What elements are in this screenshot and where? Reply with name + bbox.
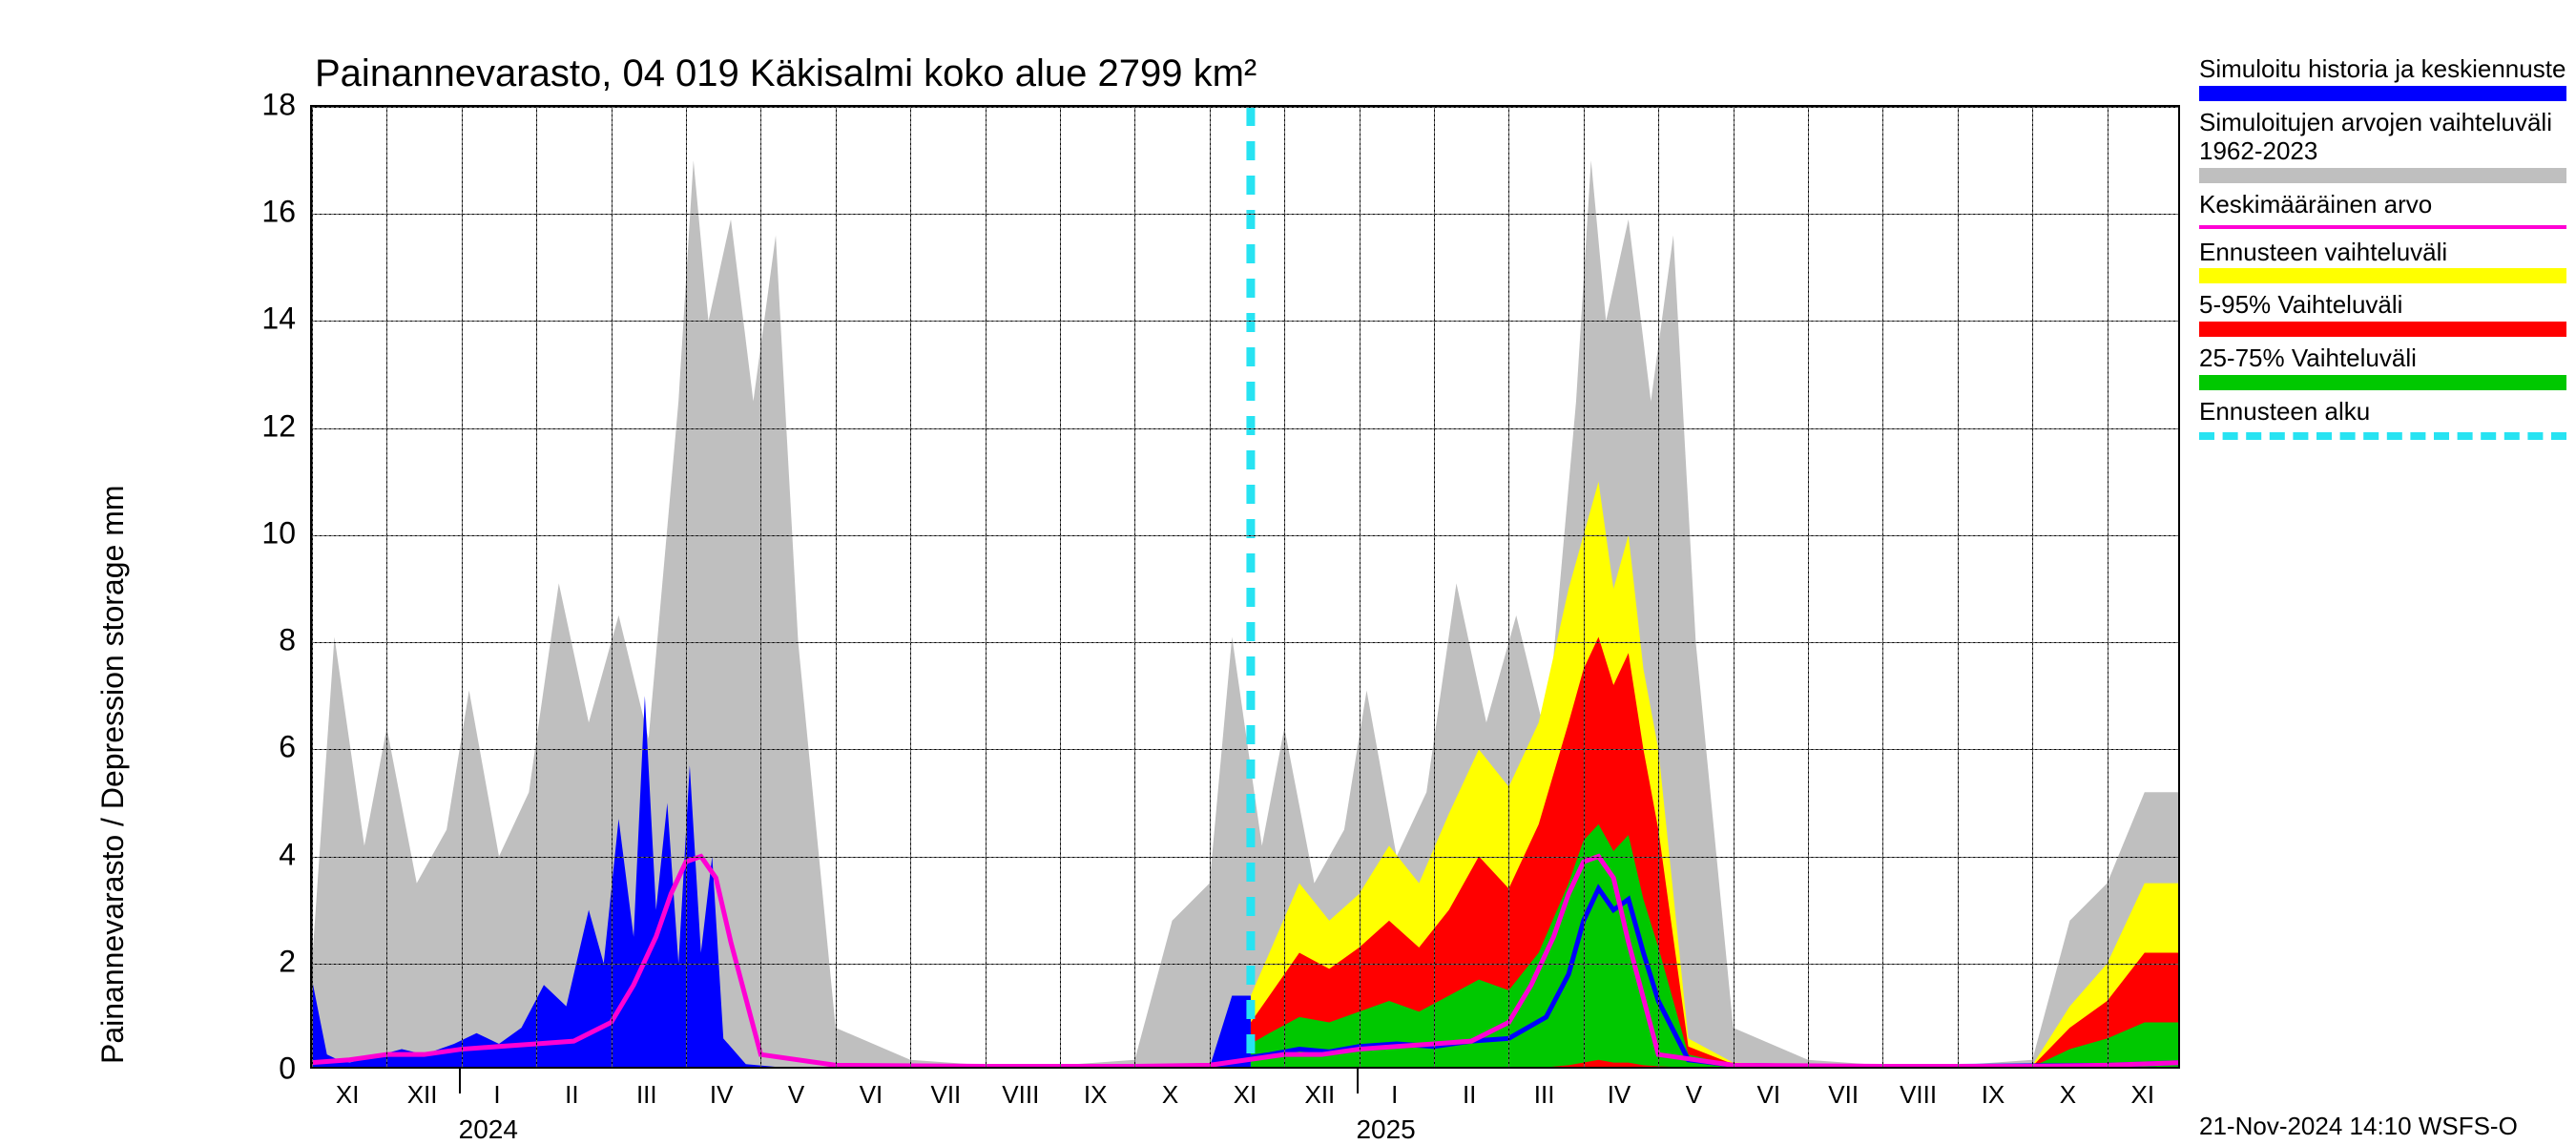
x-tick-label: V: [1686, 1080, 1702, 1110]
legend-swatch: [2199, 432, 2566, 440]
y-tick-label: 4: [243, 837, 296, 872]
x-tick-label: XI: [1234, 1080, 1257, 1110]
chart-stage: Painannevarasto, 04 019 Käkisalmi koko a…: [0, 0, 2576, 1145]
year-tick: [1357, 1069, 1359, 1093]
x-tick-label: VIII: [1900, 1080, 1937, 1110]
legend-item: 25-75% Vaihteluväli: [2199, 344, 2566, 390]
y-tick-label: 8: [243, 623, 296, 658]
y-tick-label: 0: [243, 1051, 296, 1087]
x-tick-label: XII: [1304, 1080, 1335, 1110]
year-label: 2024: [459, 1114, 518, 1145]
x-tick-label: III: [636, 1080, 657, 1110]
legend-item: Keskimääräinen arvo: [2199, 191, 2566, 229]
x-tick-label: IV: [710, 1080, 734, 1110]
chart-title: Painannevarasto, 04 019 Käkisalmi koko a…: [315, 52, 1257, 95]
year-tick: [459, 1069, 461, 1093]
legend-swatch: [2199, 168, 2566, 183]
legend-item: Ennusteen vaihteluväli: [2199, 239, 2566, 284]
legend-label: Simuloitujen arvojen vaihteluväli 1962-2…: [2199, 109, 2566, 166]
legend-item: Ennusteen alku: [2199, 398, 2566, 440]
plot-area: [310, 105, 2180, 1069]
timestamp-label: 21-Nov-2024 14:10 WSFS-O: [2199, 1112, 2518, 1141]
legend-swatch: [2199, 86, 2566, 101]
x-tick-label: VI: [860, 1080, 883, 1110]
x-tick-label: VI: [1757, 1080, 1781, 1110]
x-tick-label: II: [1463, 1080, 1476, 1110]
y-tick-label: 18: [243, 88, 296, 123]
legend-label: 5-95% Vaihteluväli: [2199, 291, 2566, 320]
y-tick-label: 6: [243, 730, 296, 765]
legend-label: Ennusteen vaihteluväli: [2199, 239, 2566, 267]
y-tick-label: 16: [243, 195, 296, 230]
x-tick-label: I: [1391, 1080, 1398, 1110]
legend-swatch: [2199, 268, 2566, 283]
y-tick-label: 12: [243, 408, 296, 444]
y-tick-label: 2: [243, 944, 296, 979]
legend-item: 5-95% Vaihteluväli: [2199, 291, 2566, 337]
y-tick-label: 10: [243, 515, 296, 551]
x-tick-label: II: [565, 1080, 578, 1110]
chart-svg: [312, 107, 2180, 1069]
legend-swatch: [2199, 322, 2566, 337]
legend-label: Keskimääräinen arvo: [2199, 191, 2566, 219]
legend-label: Ennusteen alku: [2199, 398, 2566, 427]
x-tick-label: IX: [1084, 1080, 1108, 1110]
x-tick-label: IV: [1608, 1080, 1631, 1110]
x-tick-label: X: [2060, 1080, 2076, 1110]
legend-label: 25-75% Vaihteluväli: [2199, 344, 2566, 373]
x-tick-label: VIII: [1002, 1080, 1039, 1110]
x-tick-label: I: [493, 1080, 500, 1110]
legend-label: Simuloitu historia ja keskiennuste: [2199, 55, 2566, 84]
legend-swatch: [2199, 225, 2566, 229]
x-tick-label: IX: [1982, 1080, 2005, 1110]
x-tick-label: XI: [2131, 1080, 2155, 1110]
legend-item: Simuloitu historia ja keskiennuste: [2199, 55, 2566, 101]
x-tick-label: VII: [930, 1080, 961, 1110]
legend: Simuloitu historia ja keskiennuste Simulo…: [2199, 55, 2566, 449]
y-tick-label: 14: [243, 302, 296, 337]
y-axis-label: Painannevarasto / Depression storage mm: [95, 485, 131, 1064]
x-tick-label: VII: [1828, 1080, 1859, 1110]
x-tick-label: X: [1162, 1080, 1178, 1110]
year-label: 2025: [1356, 1114, 1415, 1145]
x-tick-label: XI: [336, 1080, 360, 1110]
x-tick-label: III: [1534, 1080, 1555, 1110]
x-tick-label: V: [788, 1080, 804, 1110]
legend-swatch: [2199, 375, 2566, 390]
legend-item: Simuloitujen arvojen vaihteluväli 1962-2…: [2199, 109, 2566, 183]
x-tick-label: XII: [407, 1080, 438, 1110]
